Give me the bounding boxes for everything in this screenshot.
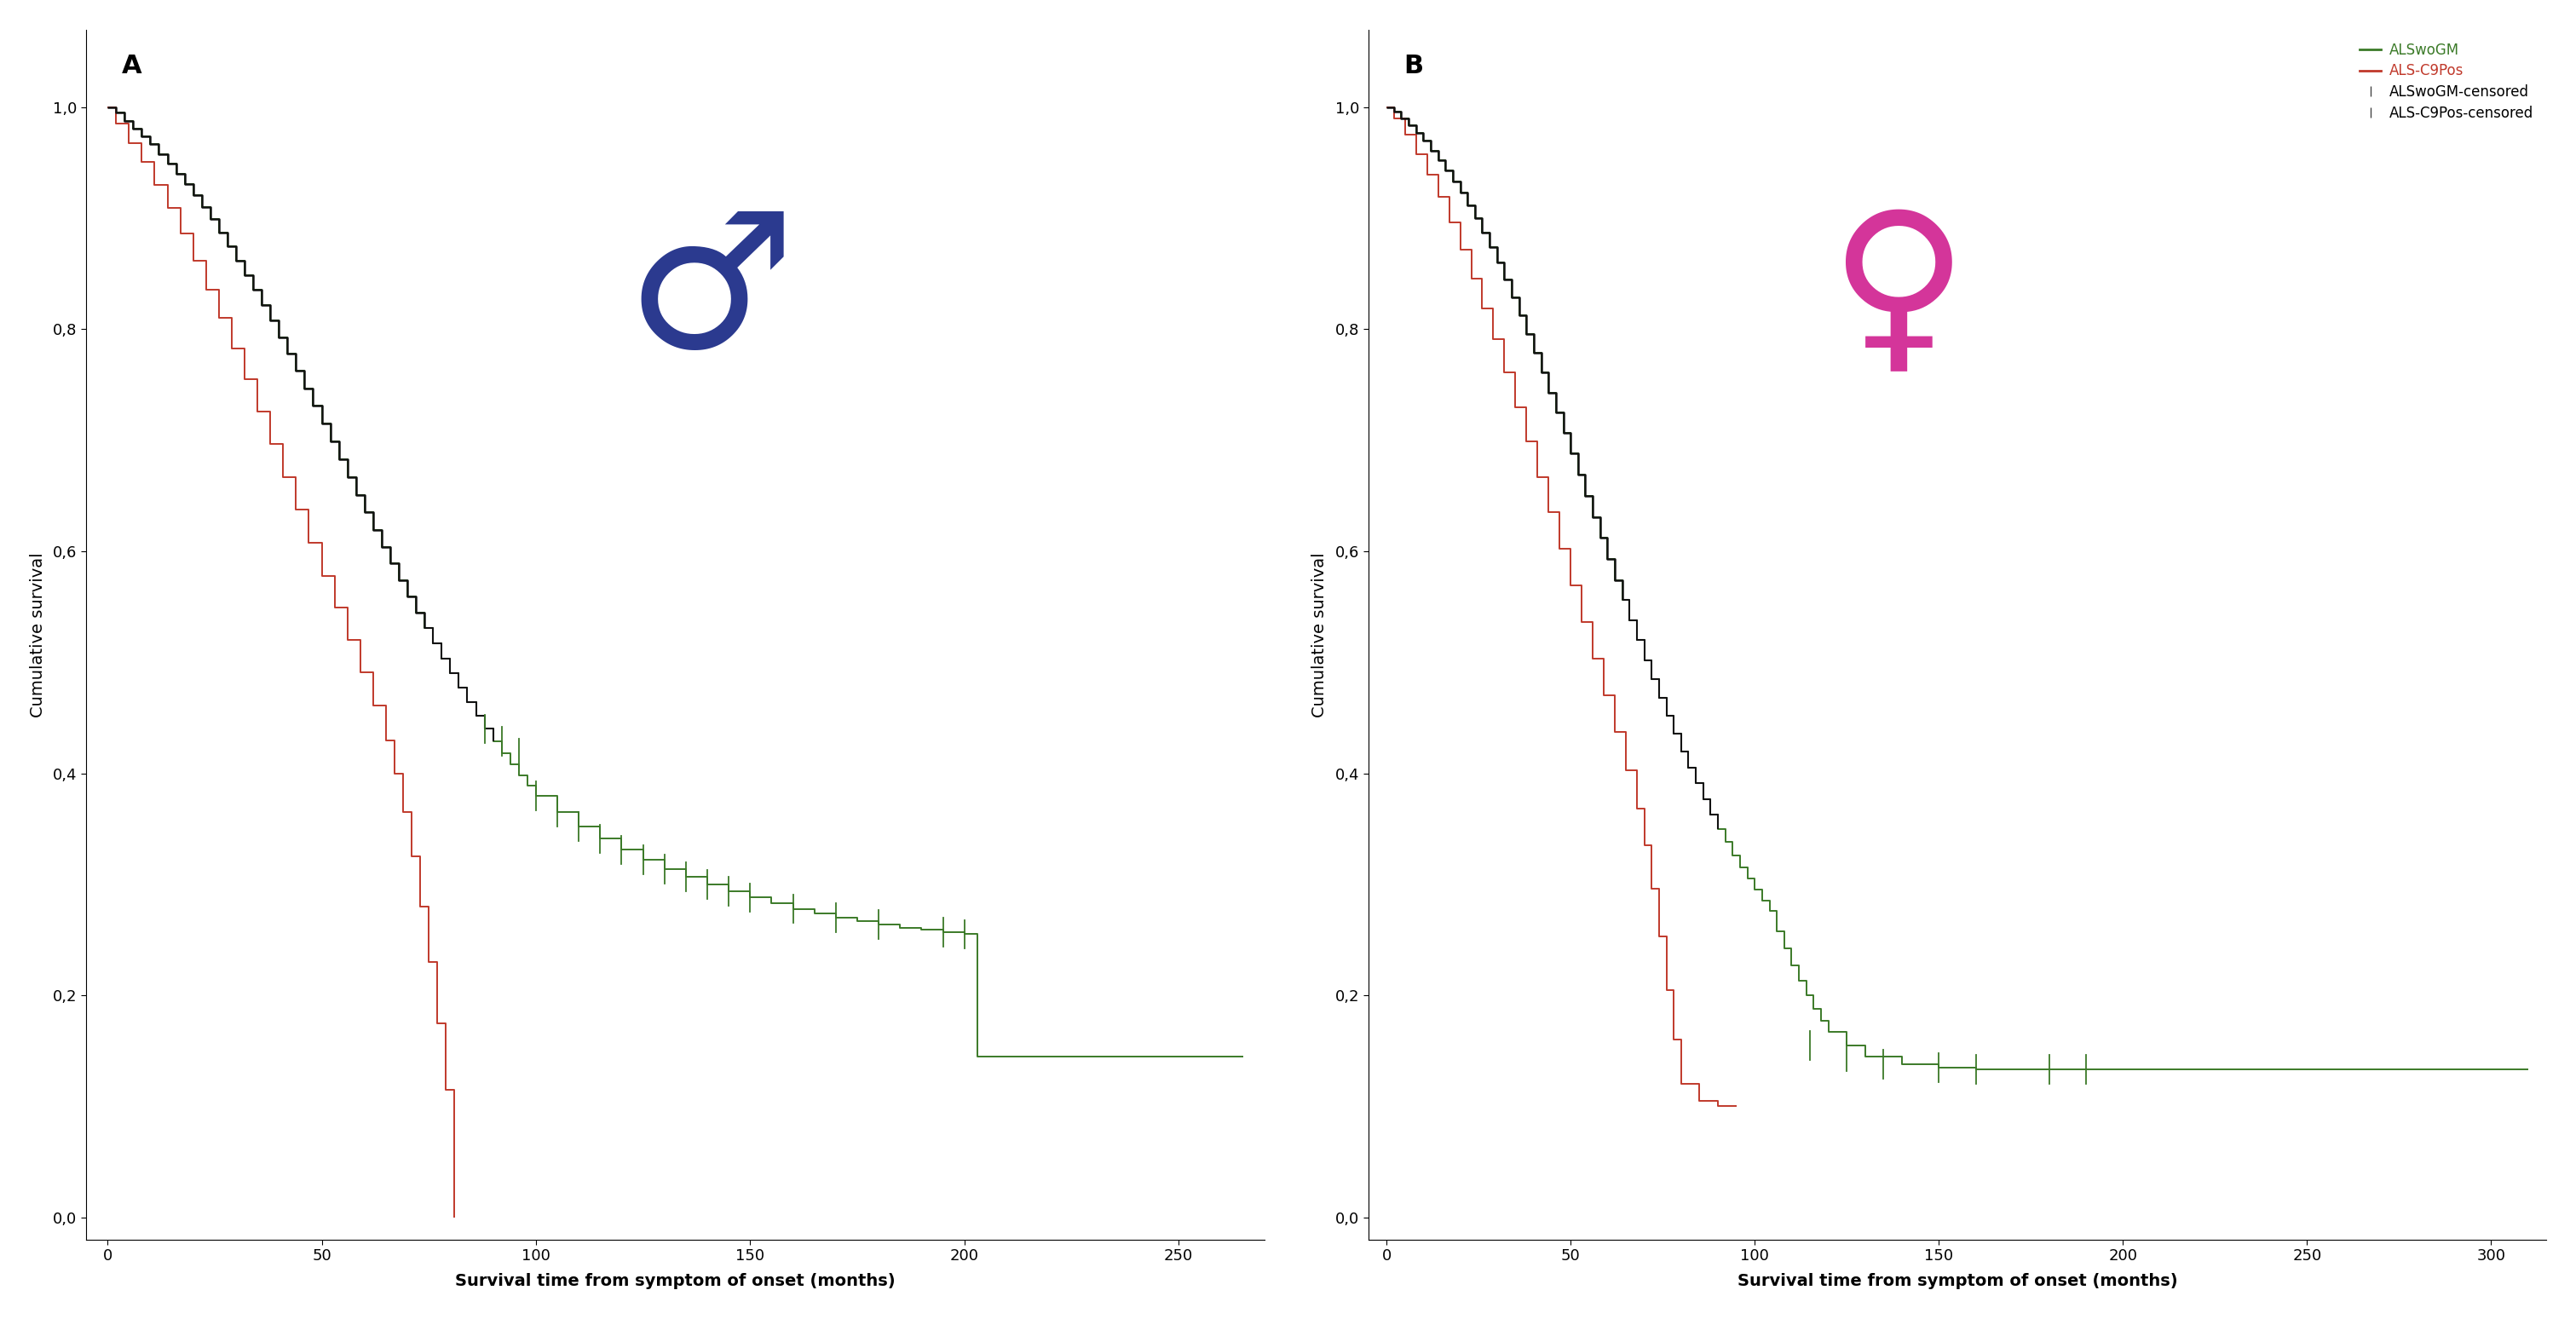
- Legend: ALSwoGM, ALS-C9Pos, ALSwoGM-censored, ALS-C9Pos-censored: ALSwoGM, ALS-C9Pos, ALSwoGM-censored, AL…: [2354, 37, 2540, 127]
- Y-axis label: Cumulative survival: Cumulative survival: [1311, 553, 1327, 718]
- Text: B: B: [1404, 54, 1422, 79]
- Text: ♀: ♀: [1829, 204, 1968, 386]
- X-axis label: Survival time from symptom of onset (months): Survival time from symptom of onset (mon…: [456, 1273, 896, 1290]
- Text: ♂: ♂: [626, 204, 796, 386]
- Text: A: A: [121, 54, 142, 79]
- Y-axis label: Cumulative survival: Cumulative survival: [28, 553, 46, 718]
- X-axis label: Survival time from symptom of onset (months): Survival time from symptom of onset (mon…: [1736, 1273, 2177, 1290]
